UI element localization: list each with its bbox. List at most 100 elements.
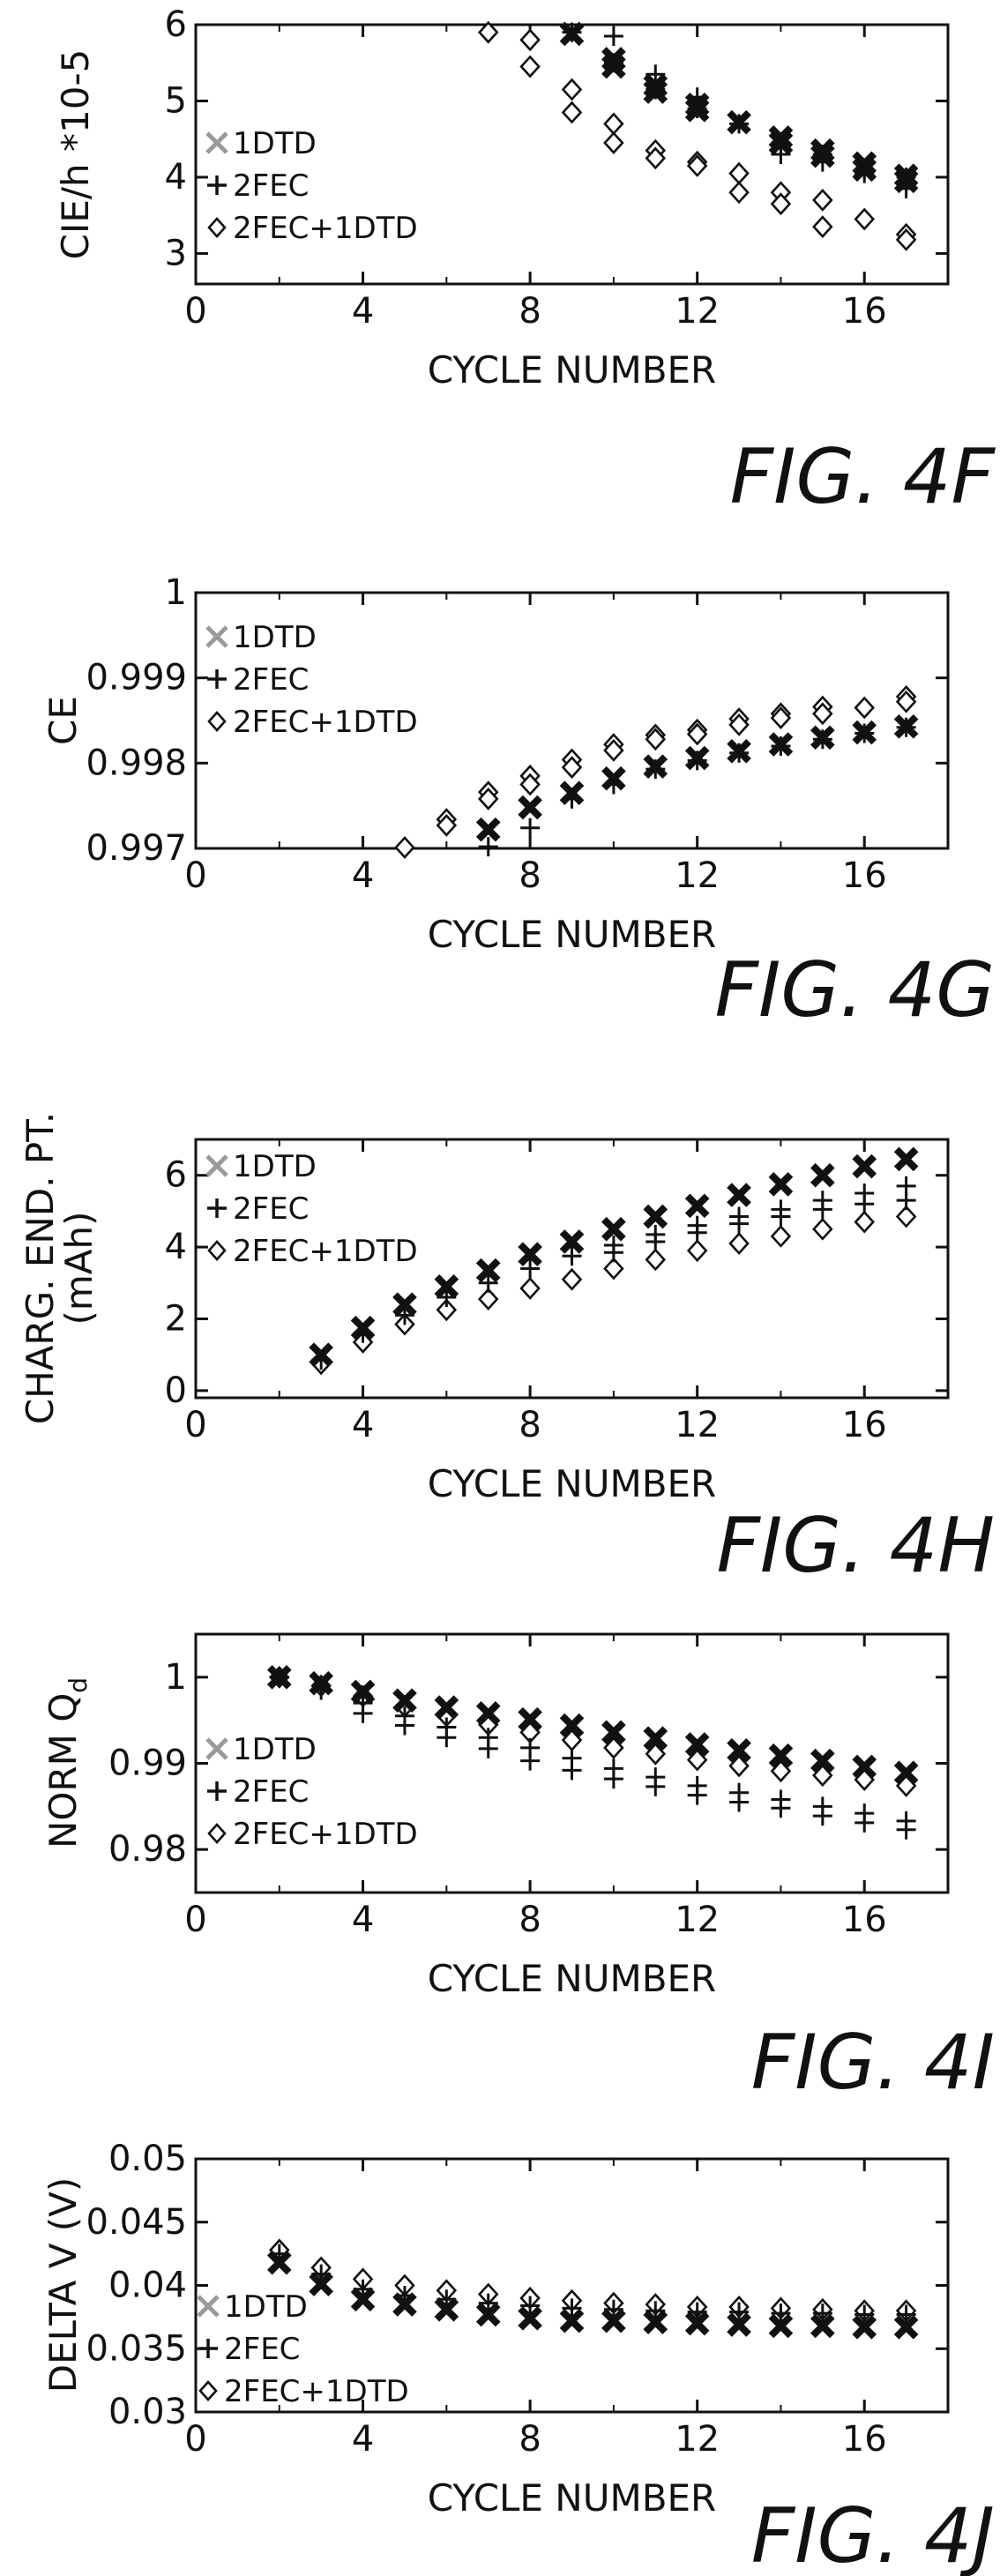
data-point-diamond-marker — [770, 706, 792, 730]
legend-diamond-marker — [207, 1240, 227, 1261]
y-tick-label: 0.03 — [108, 2392, 187, 2432]
plot-frame — [194, 591, 950, 850]
data-point-plus-marker — [896, 1191, 916, 1211]
data-point-x-marker — [559, 1713, 585, 1738]
data-point-plus-marker — [896, 1819, 916, 1840]
legend-x-marker — [205, 625, 228, 648]
x-tick-label: 4 — [352, 2419, 374, 2460]
y-tick-label: 0.99 — [108, 1743, 187, 1784]
x-tick-label: 16 — [842, 1900, 887, 1940]
y-axis-title: CE — [41, 696, 85, 745]
data-series — [266, 2250, 919, 2340]
data-point-x-marker — [768, 125, 794, 150]
data-point-plus-marker — [646, 1231, 666, 1251]
data-point-plus-marker — [520, 818, 541, 838]
data-point-diamond-marker — [686, 1748, 708, 1772]
data-point-plus-marker — [646, 1776, 666, 1796]
data-point-diamond-marker — [519, 773, 541, 796]
x-tick-label: 0 — [184, 855, 206, 896]
data-point-x-marker — [601, 1216, 626, 1242]
legend-label: 1DTD — [233, 620, 317, 655]
data-point-x-marker — [684, 98, 710, 123]
data-point-plus-marker — [812, 2303, 832, 2324]
data-point-plus-marker — [353, 1703, 373, 1723]
figure-caption: FIG. 4F — [730, 433, 996, 521]
x-axis-title: CYCLE NUMBER — [428, 2476, 717, 2520]
data-point-x-marker — [768, 131, 794, 155]
data-series — [475, 713, 919, 842]
data-point-x-marker — [684, 1732, 710, 1757]
y-tick-label: 0.035 — [86, 2328, 187, 2369]
data-point-x-marker — [266, 2250, 292, 2275]
data-point-plus-marker — [394, 1715, 414, 1736]
data-point-diamond-marker — [686, 722, 708, 746]
chart-panel: 0 4 8 12 16 0 2 4 6 CYCLE NUMBER CHARG. END. PT.(m… — [19, 1112, 995, 1590]
legend: 1DTD 2FEC 2FEC+1DTD — [205, 126, 418, 246]
data-point-x-marker — [810, 143, 835, 168]
data-point-x-marker — [852, 157, 877, 183]
data-point-x-marker — [768, 1743, 794, 1768]
data-point-diamond-marker — [645, 1742, 667, 1766]
data-point-x-marker — [434, 1274, 459, 1299]
data-point-x-marker — [392, 1688, 417, 1714]
data-point-plus-marker — [812, 1806, 832, 1826]
chart-panel: 0 4 8 12 16 0.98 0.99 1 CYCLE NUMBER NORM Qd 1DTD 2… — [41, 1632, 995, 2107]
x-tick-label: 16 — [842, 291, 887, 332]
y-axis-title-group: NORM Qd — [41, 1677, 93, 1848]
data-point-diamond-marker — [728, 713, 750, 736]
data-point-x-marker — [475, 817, 501, 842]
x-tick-label: 16 — [842, 855, 887, 896]
data-point-diamond-marker — [770, 192, 792, 216]
legend: 1DTD 2FEC 2FEC+1DTD — [197, 2289, 409, 2409]
data-point-plus-marker — [603, 26, 623, 46]
legend-label: 2FEC — [233, 662, 309, 698]
data-point-x-marker — [309, 1342, 333, 1367]
data-point-diamond-marker — [561, 756, 583, 780]
figure-caption: FIG. 4I — [751, 2019, 995, 2107]
legend-label: 1DTD — [233, 1149, 317, 1184]
data-point-diamond-marker — [645, 1248, 667, 1272]
data-point-x-marker — [643, 1204, 668, 1229]
x-tick-label: 8 — [519, 2419, 541, 2460]
data-point-x-marker — [810, 2313, 835, 2339]
legend-label: 2FEC+1DTD — [233, 705, 418, 740]
data-point-x-marker — [684, 745, 710, 771]
data-point-diamond-marker — [728, 161, 750, 185]
y-tick-label: 2 — [165, 1298, 187, 1339]
data-point-x-marker — [768, 1172, 794, 1197]
data-point-x-marker — [643, 79, 668, 104]
data-point-plus-marker — [854, 1194, 875, 1214]
x-tick-label: 4 — [352, 855, 374, 896]
x-tick-label: 0 — [184, 1405, 206, 1445]
data-point-diamond-marker — [770, 1224, 792, 1248]
y-tick-label: 1 — [165, 572, 187, 613]
data-point-x-marker — [893, 1146, 919, 1172]
legend: 1DTD 2FEC 2FEC+1DTD — [205, 620, 418, 740]
data-point-x-marker — [727, 738, 751, 764]
data-point-diamond-marker — [519, 28, 541, 52]
y-tick-label: 0.045 — [86, 2202, 187, 2243]
legend-label: 2FEC — [233, 1774, 309, 1810]
data-point-diamond-marker — [686, 1239, 708, 1263]
data-point-plus-marker — [478, 1738, 498, 1758]
x-tick-label: 4 — [352, 1405, 374, 1445]
x-tick-label: 0 — [184, 291, 206, 332]
data-point-diamond-marker — [854, 1210, 875, 1234]
y-axis-title-group: DELTA V (V) — [41, 2177, 85, 2393]
data-point-x-marker — [518, 1706, 542, 1732]
x-tick-label: 0 — [184, 2419, 206, 2460]
data-point-x-marker — [684, 1193, 710, 1219]
x-tick-label: 0 — [184, 1900, 206, 1940]
y-axis-title-group: CIE/h *10-5 — [54, 49, 97, 260]
data-point-x-marker — [852, 151, 877, 176]
data-point-x-marker — [684, 92, 710, 117]
y-tick-label: 4 — [165, 157, 187, 198]
y-tick-label: 0 — [165, 1370, 187, 1411]
data-point-plus-marker — [854, 1812, 875, 1833]
data-series — [394, 685, 917, 859]
data-point-diamond-marker — [519, 1276, 541, 1300]
y-tick-label: 6 — [165, 1155, 187, 1196]
data-point-x-marker — [559, 21, 585, 47]
data-point-diamond-marker — [603, 1257, 624, 1281]
y-tick-label: 0.997 — [86, 828, 187, 869]
